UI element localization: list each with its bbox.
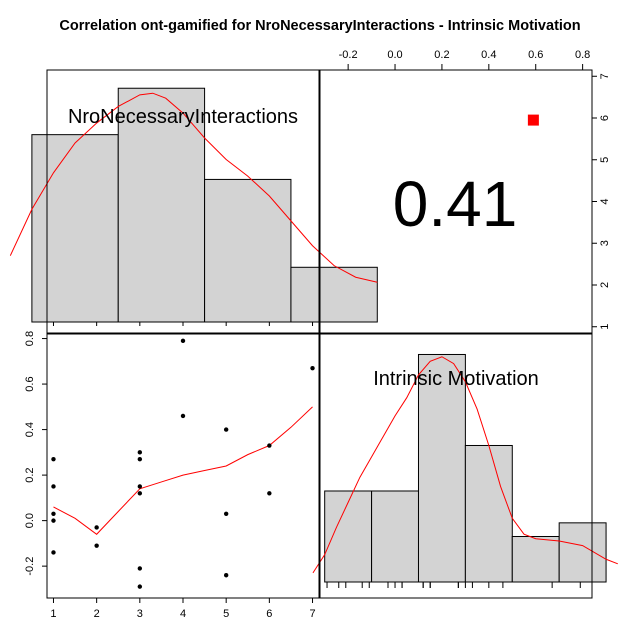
top-axis-tick-label: -0.2: [339, 49, 358, 61]
scatter-point: [51, 511, 56, 516]
variable-label-intrinsic-motivation: Intrinsic Motivation: [373, 368, 539, 390]
panel-bottom-left: [46, 333, 320, 599]
hist-bar-intrinsic-motivation: [558, 522, 607, 583]
top-axis-tick-label: 0.4: [481, 49, 496, 61]
hist-bar-nronecessaryinteractions: [31, 134, 119, 323]
right-axis-tick-label: 4: [599, 198, 611, 204]
panel-top-right: [319, 69, 593, 334]
scatter-point: [310, 365, 315, 371]
left-axis-tick-label: 0.8: [24, 331, 36, 346]
scatter-point: [223, 573, 229, 578]
right-axis-tick-label: 7: [599, 73, 611, 79]
scatter-point: [137, 450, 143, 455]
hist-bar-intrinsic-motivation: [324, 490, 373, 583]
scatter-point: [267, 491, 272, 496]
left-axis-tick-label: 0.0: [24, 513, 36, 528]
top-axis-tick-label: 0.2: [434, 49, 449, 61]
hist-bar-intrinsic-motivation: [417, 353, 466, 583]
scatter-point: [51, 484, 56, 489]
scatter-point: [51, 518, 56, 523]
scatter-point: [180, 338, 186, 344]
scatter-point: [223, 427, 229, 432]
panel-bottom-right: [319, 333, 593, 599]
hist-bar-intrinsic-motivation: [371, 490, 419, 583]
right-axis-tick-label: 2: [599, 282, 611, 288]
correlation-value: 0.41: [393, 168, 518, 240]
scatter-point: [267, 443, 272, 448]
left-axis-tick-label: 0.2: [24, 467, 36, 482]
right-axis-tick-label: 3: [599, 240, 611, 246]
scatter-point: [180, 413, 186, 419]
rug-marks: [52, 322, 581, 588]
bottom-axis-tick-label: 7: [309, 608, 315, 620]
hist-bar-intrinsic-motivation: [464, 444, 513, 583]
left-axis-tick-label: 0.4: [24, 422, 36, 437]
top-axis-tick-label: 0.6: [528, 49, 543, 61]
scatter-point: [94, 543, 99, 548]
scatter-point: [51, 550, 56, 555]
significance-marker: [527, 114, 539, 126]
scatter-point: [223, 511, 229, 516]
variable-label-nronecessaryinteractions: NroNecessaryInteractions: [68, 106, 298, 128]
density-curve-nronecessaryinteractions: [9, 92, 378, 283]
scatter-point: [137, 491, 143, 496]
smooth-line: [53, 406, 313, 535]
scatter-point: [137, 584, 143, 589]
axes: 1 2 3 4 5 6 7 -0.2 0.0 0.2 0.4 0.6 0.8 -0.2 0.0 0.2 0.4 0…: [24, 49, 611, 620]
panel-top-left: [46, 69, 320, 334]
bottom-axis-tick-label: 3: [137, 608, 143, 620]
bottom-axis-tick-label: 2: [94, 608, 100, 620]
density-curve-intrinsic-motivation: [312, 356, 618, 574]
hist-bar-intrinsic-motivation: [511, 535, 560, 583]
scatter-point: [51, 456, 56, 462]
right-axis-tick-label: 5: [599, 157, 611, 163]
bottom-axis-tick-label: 4: [180, 608, 186, 620]
bottom-axis-tick-label: 6: [266, 608, 272, 620]
scatter-point: [94, 525, 99, 530]
hist-bar-nronecessaryinteractions: [290, 266, 378, 323]
left-axis-tick-label: -0.2: [24, 557, 36, 576]
bottom-axis-tick-label: 5: [223, 608, 229, 620]
left-axis-tick-label: 0.6: [24, 376, 36, 391]
top-axis-tick-label: 0.0: [387, 49, 402, 61]
bottom-axis-tick-label: 1: [50, 608, 56, 620]
scatter-point: [137, 456, 143, 462]
chart-title: Correlation ont-gamified for NroNecessar…: [59, 18, 581, 34]
right-axis-tick-label: 1: [599, 324, 611, 330]
top-axis-tick-label: 0.8: [575, 49, 590, 61]
scatter-point: [137, 484, 143, 489]
scatter-points: [51, 114, 539, 589]
hist-bar-nronecessaryinteractions: [204, 178, 292, 323]
scatter-point: [137, 566, 143, 571]
hist-bar-nronecessaryinteractions: [117, 87, 206, 323]
histogram-bars: [31, 87, 607, 583]
panel-borders: [46, 69, 593, 599]
panel-labels: NroNecessaryInteractions Intrinsic Motiv…: [68, 106, 539, 390]
right-axis-tick-label: 6: [599, 115, 611, 121]
